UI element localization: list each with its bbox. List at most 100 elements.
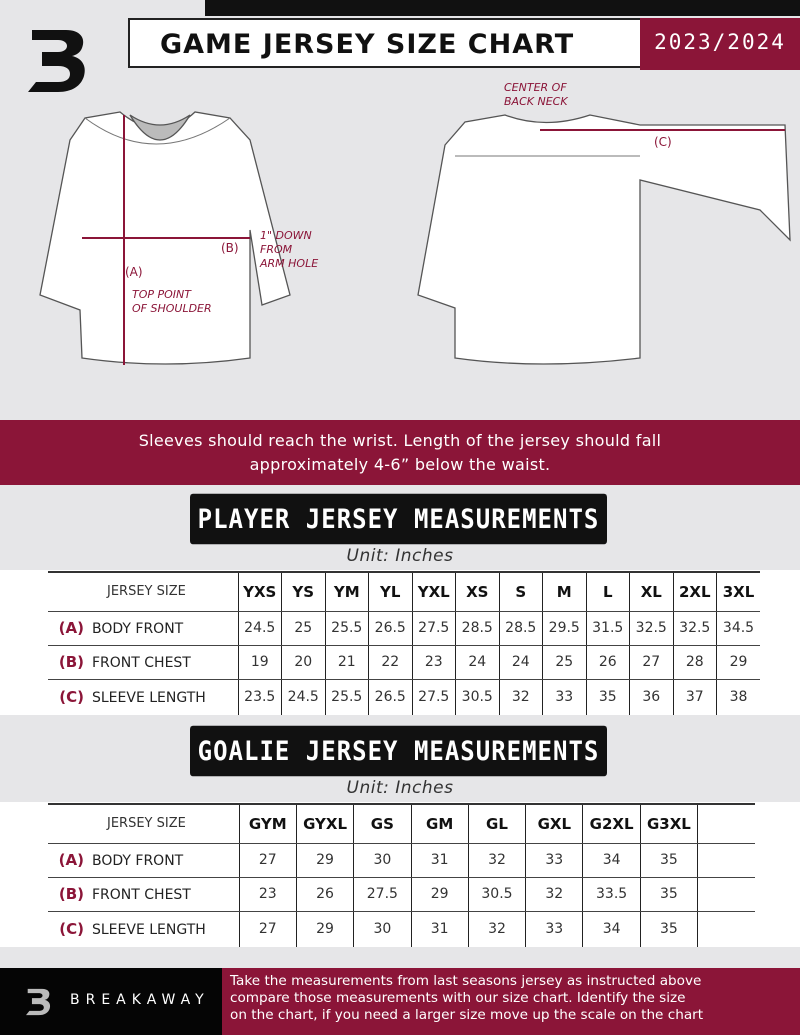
table-cell: 31 (410, 843, 469, 878)
table-cell: 29 (295, 843, 354, 878)
table-cell: 29 (410, 877, 469, 912)
row-label: (A) BODY FRONT (48, 611, 238, 646)
table-cell: 35 (639, 911, 698, 947)
brand-name: BREAKAWAY (70, 992, 210, 1008)
footer-text: Take the measurements from last seasons … (222, 968, 800, 1035)
table-cell: 27 (629, 645, 673, 680)
row-name: SLEEVE LENGTH (92, 690, 206, 707)
note-shoulder: TOP POINT OF SHOULDER (132, 288, 212, 316)
table-cell: 32.5 (672, 611, 717, 646)
table-cell: 34 (582, 843, 641, 878)
table-cell: 24 (455, 645, 499, 680)
row-label: (A) BODY FRONT (48, 843, 240, 878)
instruction-line: approximately 4-6” below the waist. (249, 455, 551, 474)
table-cell: 30.5 (467, 877, 526, 912)
table-cell: 28 (672, 645, 717, 680)
table-cell: 36 (629, 679, 673, 715)
row-key: (C) (59, 688, 84, 707)
size-header: XS (455, 571, 499, 612)
table-row: (A) BODY FRONT 24.5 25 25.5 26.5 27.5 28.5 28.5 2… (48, 611, 760, 646)
label-c: (C) (654, 135, 672, 149)
row-label: (B) FRONT CHEST (48, 877, 240, 912)
table-cell (697, 843, 755, 878)
size-header: GM (410, 803, 469, 844)
table-cell: 32 (498, 679, 543, 715)
size-header: G3XL (639, 803, 698, 844)
table-cell: 33 (542, 679, 586, 715)
row-name: BODY FRONT (92, 621, 184, 637)
size-header: M (542, 571, 586, 612)
table-cell: 27 (238, 911, 297, 947)
row-label: (B) FRONT CHEST (48, 645, 238, 680)
table-cell: 28.5 (455, 611, 499, 646)
size-header: GXL (525, 803, 583, 844)
instruction-line: Sleeves should reach the wrist. Length o… (138, 431, 662, 450)
row-name: FRONT CHEST (92, 887, 191, 903)
table-cell: 33.5 (582, 877, 641, 912)
table-cell (697, 877, 755, 912)
header-row: JERSEY SIZE YXS YS YM YL YXL XS S M L XL 2XL 3XL (48, 571, 760, 612)
table-cell: 38 (716, 679, 760, 715)
goalie-size-table: JERSEY SIZE GYM GYXL GS GM GL GXL G2XL G3XL (A) BO… (48, 803, 755, 947)
row-key: (B) (58, 885, 84, 903)
goalie-heading: GOALIE JERSEY MEASUREMENTS (190, 725, 607, 777)
table-cell (697, 911, 755, 947)
row-name: SLEEVE LENGTH (92, 922, 206, 939)
table-cell: 34 (582, 911, 641, 947)
label-b: (B) (221, 241, 239, 255)
table-cell: 27.5 (353, 877, 412, 912)
note-line: ARM HOLE (260, 257, 319, 270)
table-row: (B) FRONT CHEST 23 26 27.5 29 30.5 32 33.5 35 (48, 877, 755, 912)
footer-logo (26, 988, 51, 1016)
table-cell: 34.5 (716, 611, 760, 646)
table-row: (C) SLEEVE LENGTH 27 29 30 31 32 33 34 35 (48, 911, 755, 947)
table-cell: 27 (238, 843, 297, 878)
note-line: FROM (260, 243, 293, 256)
row-key: (C) (59, 920, 84, 939)
instructions-band: Sleeves should reach the wrist. Length o… (0, 420, 800, 485)
table-cell: 26.5 (368, 679, 412, 715)
footer-line: compare those measurements with our size… (230, 990, 686, 1006)
size-header: YM (324, 571, 369, 612)
footer-line: Take the measurements from last seasons … (230, 973, 702, 989)
size-header (697, 803, 755, 844)
size-label: JERSEY SIZE (48, 803, 240, 844)
table-cell: 23 (238, 877, 297, 912)
size-label: JERSEY SIZE (48, 571, 238, 612)
row-key: (A) (58, 851, 84, 869)
table-cell: 32.5 (629, 611, 673, 646)
size-header: G2XL (582, 803, 641, 844)
table-cell: 25 (542, 645, 586, 680)
table-cell: 30.5 (455, 679, 499, 715)
size-header: GYXL (295, 803, 354, 844)
size-header: YXL (411, 571, 456, 612)
goalie-unit: Unit: Inches (346, 778, 454, 798)
table-cell: 26.5 (368, 611, 412, 646)
table-cell: 27.5 (411, 679, 456, 715)
row-key: (B) (58, 653, 84, 671)
table-cell: 35 (639, 877, 698, 912)
brand-logo (28, 30, 85, 92)
size-header: YS (281, 571, 325, 612)
size-header: YXS (237, 571, 282, 612)
footer-line: on the chart, if you need a larger size … (230, 1007, 704, 1023)
row-label: (C) SLEEVE LENGTH (48, 911, 239, 947)
table-cell: 22 (368, 645, 412, 680)
table-cell: 20 (281, 645, 325, 680)
table-cell: 30 (353, 911, 412, 947)
jersey-diagram (39, 111, 791, 365)
size-header: 3XL (716, 571, 760, 612)
table-cell: 32 (467, 911, 526, 947)
table-cell: 25.5 (324, 679, 369, 715)
table-row: (B) FRONT CHEST 19 20 21 22 23 24 24 25 26 27 28 29 (48, 645, 760, 680)
table-cell: 25 (281, 611, 325, 646)
table-cell: 23 (411, 645, 456, 680)
table-cell: 27.5 (411, 611, 456, 646)
table-cell: 32 (525, 877, 583, 912)
size-header: L (585, 571, 630, 612)
table-cell: 24.5 (237, 611, 282, 646)
table-cell: 35 (639, 843, 698, 878)
size-header: GS (353, 803, 412, 844)
size-header: XL (629, 571, 673, 612)
note-neck: CENTER OF BACK NECK (504, 81, 568, 109)
